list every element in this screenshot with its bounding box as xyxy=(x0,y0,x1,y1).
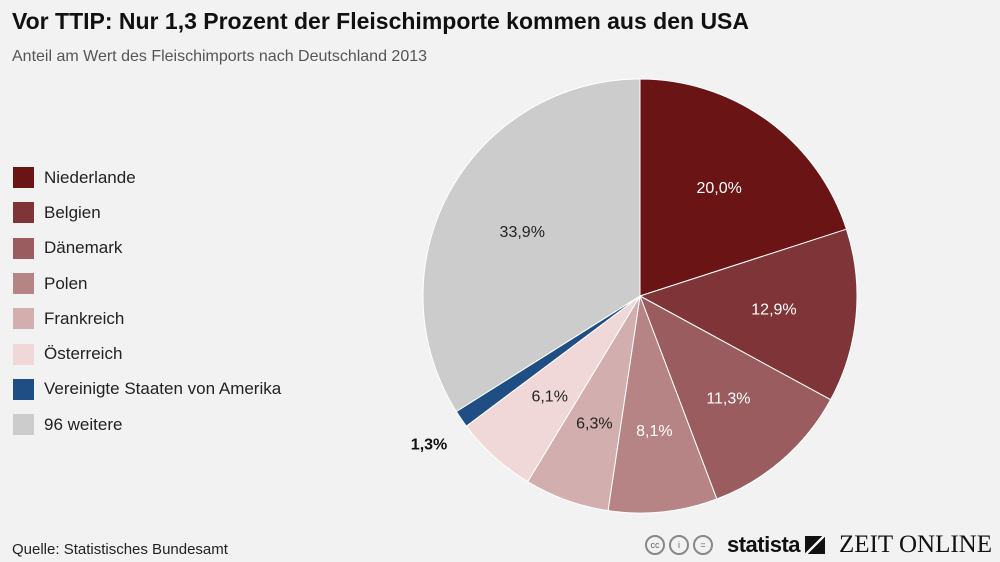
pie-slice xyxy=(638,228,858,401)
legend-label: Dänemark xyxy=(44,238,123,258)
legend-item: Österreich xyxy=(13,336,281,371)
legend-item: Polen xyxy=(13,266,281,301)
statista-mark-icon xyxy=(805,536,826,554)
source-note: Quelle: Statistisches Bundesamt xyxy=(12,541,228,558)
data-label: 6,3% xyxy=(576,416,612,433)
chart-subtitle: Anteil am Wert des Fleischimports nach D… xyxy=(12,48,428,65)
legend-item: Dänemark xyxy=(13,231,281,266)
license-icons: cc i = xyxy=(644,535,713,555)
pie-slice xyxy=(422,78,641,413)
footer-logos: cc i = statista ZEIT ONLINE xyxy=(644,531,992,559)
statista-logo: statista xyxy=(726,532,826,558)
data-label: 8,1% xyxy=(636,423,672,440)
legend-swatch xyxy=(13,378,34,400)
legend-item: 96 weitere xyxy=(13,407,281,442)
zeit-online-logo: ZEIT ONLINE xyxy=(839,531,992,558)
legend-label: Vereinigte Staaten von Amerika xyxy=(44,379,282,399)
legend-swatch xyxy=(13,167,34,189)
statista-wordmark: statista xyxy=(726,532,801,557)
nd-icon: = xyxy=(692,535,713,555)
legend-item: Frankreich xyxy=(13,301,281,336)
legend-swatch xyxy=(13,273,34,295)
pie-slice xyxy=(639,294,832,500)
legend-swatch xyxy=(13,237,34,259)
data-label: 11,3% xyxy=(706,390,750,407)
legend-label: 96 weitere xyxy=(44,414,123,434)
data-label: 20,0% xyxy=(696,180,741,197)
pie-slice xyxy=(639,78,848,297)
legend-item: Belgien xyxy=(13,195,281,230)
legend-swatch xyxy=(13,343,34,365)
legend-swatch xyxy=(13,308,34,330)
data-label: 1,3% xyxy=(411,436,447,453)
data-label: 6,1% xyxy=(531,389,567,406)
legend-swatch xyxy=(13,202,34,224)
legend-item: Niederlande xyxy=(13,160,281,195)
legend-label: Österreich xyxy=(44,344,123,364)
pie-slice xyxy=(607,294,718,514)
cc-icon: cc xyxy=(644,535,665,555)
legend: Niederlande Belgien Dänemark Polen Frankreic… xyxy=(13,160,281,442)
legend-label: Niederlande xyxy=(44,167,136,187)
legend-label: Polen xyxy=(44,273,88,293)
legend-label: Belgien xyxy=(44,202,101,222)
legend-swatch xyxy=(13,414,34,436)
legend-item: Vereinigte Staaten von Amerika xyxy=(13,372,281,407)
data-label: 12,9% xyxy=(751,301,796,318)
data-label: 33,9% xyxy=(500,224,545,241)
chart-title: Vor TTIP: Nur 1,3 Prozent der Fleischimp… xyxy=(12,8,749,34)
by-icon: i xyxy=(668,535,689,555)
legend-label: Frankreich xyxy=(44,308,125,328)
